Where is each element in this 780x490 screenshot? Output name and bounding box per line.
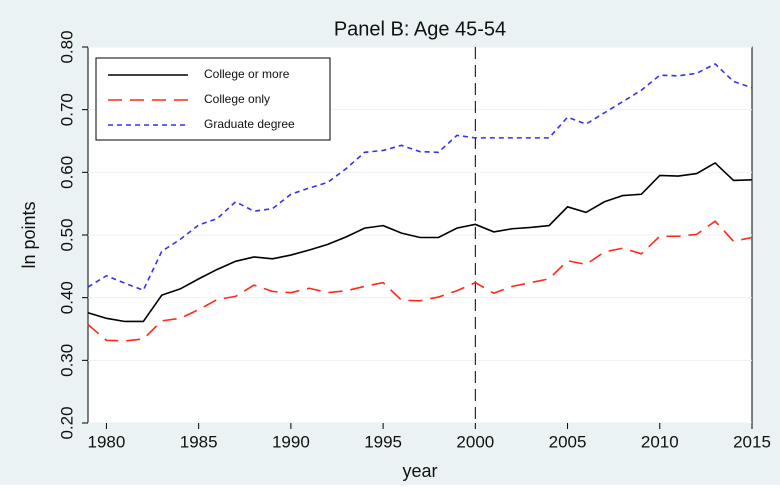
y-tick-label: 0.40 bbox=[57, 281, 76, 314]
x-tick-label: 1995 bbox=[364, 432, 402, 451]
x-tick-label: 2005 bbox=[549, 432, 587, 451]
series-line bbox=[87, 161, 753, 323]
legend-box bbox=[95, 57, 331, 141]
x-axis-label: year bbox=[402, 461, 437, 481]
y-tick-label: 0.70 bbox=[57, 93, 76, 126]
y-axis-label: ln points bbox=[19, 201, 39, 268]
y-tick-label: 0.30 bbox=[57, 344, 76, 377]
x-tick-label: 2015 bbox=[733, 432, 771, 451]
legend-label: College or more bbox=[204, 67, 290, 81]
x-tick-label: 1990 bbox=[272, 432, 310, 451]
x-tick-label: 2010 bbox=[641, 432, 679, 451]
series-line bbox=[87, 220, 753, 342]
y-tick-label: 0.60 bbox=[57, 156, 76, 189]
y-tick-label: 0.80 bbox=[57, 30, 76, 63]
x-tick-label: 2000 bbox=[456, 432, 494, 451]
y-tick-label: 0.50 bbox=[57, 218, 76, 251]
x-tick-label: 1985 bbox=[180, 432, 218, 451]
y-tick-label: 0.20 bbox=[57, 406, 76, 439]
x-tick-label: 1980 bbox=[88, 432, 126, 451]
legend-label: College only bbox=[204, 92, 270, 106]
series-line bbox=[87, 62, 753, 292]
chart-title: Panel B: Age 45-54 bbox=[334, 18, 506, 40]
legend-label: Graduate degree bbox=[204, 117, 295, 131]
